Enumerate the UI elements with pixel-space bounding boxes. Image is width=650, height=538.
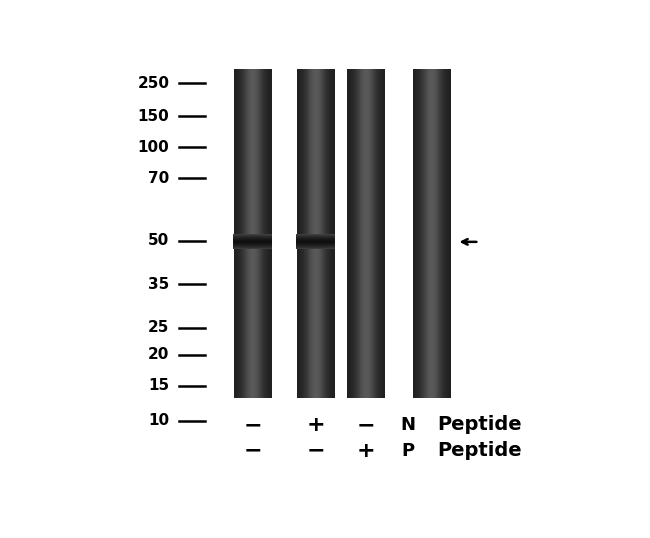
Text: −: − — [243, 415, 262, 435]
Text: 250: 250 — [137, 76, 170, 91]
Text: +: + — [306, 415, 325, 435]
Text: 70: 70 — [148, 171, 170, 186]
Text: 50: 50 — [148, 233, 170, 248]
Text: Peptide: Peptide — [437, 415, 521, 435]
Text: 10: 10 — [148, 413, 170, 428]
Text: −: − — [357, 415, 375, 435]
Text: 20: 20 — [148, 347, 170, 362]
Text: 35: 35 — [148, 277, 170, 292]
Text: 150: 150 — [138, 109, 170, 124]
Text: +: + — [357, 441, 375, 461]
Text: 25: 25 — [148, 320, 170, 335]
Text: Peptide: Peptide — [437, 441, 521, 460]
Text: −: − — [306, 441, 325, 461]
Text: 15: 15 — [148, 378, 170, 393]
Text: N: N — [400, 416, 415, 434]
Text: 100: 100 — [138, 140, 170, 155]
Text: P: P — [401, 442, 414, 459]
Text: −: − — [243, 441, 262, 461]
